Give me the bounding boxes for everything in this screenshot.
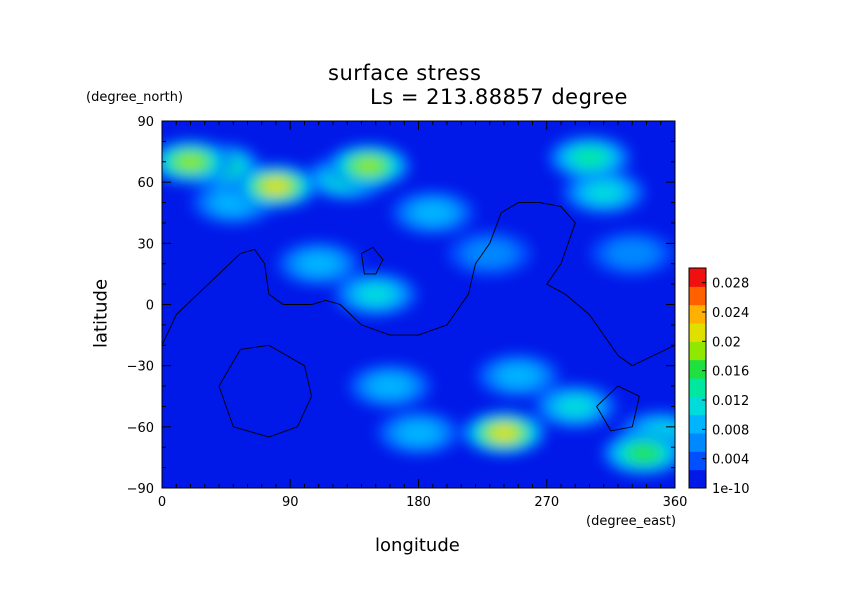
contour-line (361, 246, 384, 275)
colorbar-tick-label: 0.028 (712, 277, 749, 292)
hotspot-level (585, 182, 622, 203)
hotspot-level (175, 153, 206, 171)
x-tick-label: 180 (406, 495, 431, 510)
colorbar-segment (689, 268, 706, 287)
y-tick-label: 30 (137, 237, 154, 252)
y-unit-label: (degree_north) (86, 90, 184, 105)
contour-line (596, 385, 640, 432)
colorbar-segment (689, 396, 706, 416)
colorbar-tick-label: 0.024 (712, 306, 749, 321)
colorbar-tick-label: 0.016 (712, 365, 749, 380)
contour-line (162, 202, 675, 367)
x-tick-label: 0 (158, 495, 166, 510)
colorbar-tick-label: 0.012 (712, 394, 749, 409)
y-tick-label: −30 (127, 360, 154, 375)
x-tick-label: 270 (534, 495, 559, 510)
x-tick-label: 90 (282, 495, 299, 510)
hotspot-level (628, 444, 659, 463)
colorbar-tick-label: 1e-10 (712, 482, 750, 497)
colorbar-tick-label: 0.004 (712, 453, 749, 468)
colorbar: 0.028 0.024 0.02 0.016 0.012 0.008 0.004 1e-10 (688, 267, 750, 497)
colorbar-segment (689, 469, 706, 489)
hotspot-level (397, 421, 440, 445)
y-tick-label: 90 (137, 115, 154, 130)
hotspot-level (463, 239, 516, 268)
colorbar-segment (689, 359, 706, 379)
chart-title: surface stress (328, 61, 482, 85)
x-unit-label: (degree_east) (586, 514, 677, 529)
hotspot-level (497, 364, 539, 388)
topography-contours (162, 202, 675, 438)
colorbar-segment (689, 414, 706, 434)
colorbar-segment (689, 304, 706, 324)
hotspot-level (412, 201, 454, 225)
chart-subtitle: Ls = 213.88857 degree (370, 85, 628, 109)
y-axis: 90 60 30 0 −30 −60 −90 (127, 115, 675, 497)
colorbar-tick-label: 0.02 (712, 335, 741, 350)
colorbar-tick-label: 0.008 (712, 423, 749, 438)
hotspot-level (298, 252, 340, 276)
y-tick-label: −90 (127, 482, 154, 497)
y-axis-label: latitude (90, 278, 112, 349)
colorbar-segment (689, 323, 706, 342)
hotspot-level (606, 239, 659, 268)
x-tick-label: 360 (663, 495, 688, 510)
field-hotspots (162, 135, 675, 476)
hotspot-level (262, 178, 290, 195)
colorbar-segment (689, 433, 706, 452)
colorbar-segment (689, 451, 706, 471)
stress-field (162, 121, 675, 488)
colorbar-segment (689, 378, 706, 397)
contour-line (218, 344, 313, 438)
x-axis: 0 90 180 270 360 (158, 121, 688, 510)
colorbar-segment (689, 341, 706, 361)
hotspot-level (357, 284, 394, 305)
hotspot-level (557, 396, 594, 417)
y-tick-label: 60 (137, 176, 154, 191)
hotspot-level (490, 424, 518, 441)
colorbar-segment (689, 286, 706, 306)
hotspot-level (354, 157, 384, 175)
hotspot-level (369, 374, 411, 398)
colorbar-border (688, 267, 707, 489)
x-axis-label: longitude (375, 535, 460, 556)
y-tick-label: 0 (146, 299, 154, 314)
y-tick-label: −60 (127, 421, 154, 436)
hotspot-level (573, 148, 606, 167)
